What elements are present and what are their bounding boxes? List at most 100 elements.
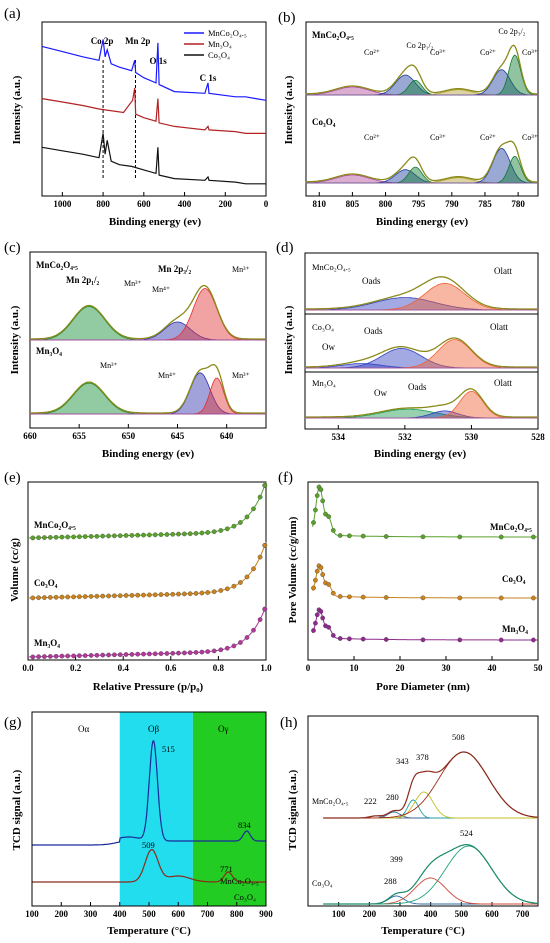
- psd-point: [457, 534, 463, 540]
- fit-peak: [305, 282, 538, 311]
- psd-point: [420, 595, 426, 601]
- region-label: Oβ: [148, 724, 159, 734]
- envelope-line: [305, 337, 538, 368]
- isotherm-point: [123, 652, 129, 657]
- psd-point: [337, 636, 343, 641]
- isotherm-point: [59, 594, 65, 600]
- x-tick-label: 650: [122, 431, 136, 441]
- envelope-line: [30, 284, 266, 340]
- isotherm-point: [88, 534, 94, 539]
- x-tick-label: 200: [219, 199, 233, 209]
- psd-point: [347, 636, 352, 642]
- isotherm-point: [158, 532, 164, 537]
- envelope-line: [323, 843, 539, 905]
- annotation-c1s: C 1s: [200, 73, 217, 83]
- x-tick-label: 400: [424, 909, 438, 919]
- psd-point: [498, 595, 504, 601]
- psd-point: [314, 568, 320, 574]
- x-tick-label: 1000: [53, 199, 72, 209]
- isotherm-point: [158, 651, 164, 656]
- x-tick-label: 20: [396, 663, 406, 673]
- isotherm-point: [100, 533, 106, 539]
- peak-annotation: Oads: [408, 382, 427, 392]
- legend-entry: Mn₃O₄: [208, 39, 232, 49]
- region-label: Oγ: [218, 724, 228, 734]
- peak-annotation: Mn 2p₃/₂: [158, 264, 191, 274]
- psd-point: [337, 533, 343, 538]
- peak-annotation: 524: [460, 828, 474, 838]
- plot-area: 100 200 300 400 500 600 700 MnCo₂O₄.₅ Co₃O₄ 508 34…: [312, 732, 539, 919]
- isotherm-point: [251, 506, 256, 512]
- x-tick-label: 0: [264, 199, 269, 209]
- x-tick-label: 600: [172, 909, 186, 919]
- isotherm-point: [71, 534, 76, 540]
- x-tick-label: 10: [350, 663, 360, 673]
- psd-point: [326, 514, 332, 519]
- series-label: Co₃O₄: [234, 892, 256, 902]
- psd-point: [330, 528, 336, 533]
- isotherm-point: [112, 652, 117, 658]
- isotherm-point: [53, 653, 59, 659]
- isotherm-point: [65, 534, 71, 540]
- x-tick-label: 0.4: [118, 663, 130, 673]
- psd-point: [320, 615, 326, 621]
- isotherm-point: [100, 593, 106, 599]
- panel-label: (b): [278, 10, 296, 26]
- isotherm-point: [262, 606, 268, 612]
- region-band: [119, 712, 193, 906]
- isotherm-point: [123, 533, 129, 538]
- peak-annotation: 834: [238, 820, 252, 830]
- x-tick-label: 40: [488, 663, 498, 673]
- x-tick-label: 534: [332, 432, 346, 442]
- peak-annotation: Olatt: [494, 378, 512, 388]
- psd-point: [311, 520, 316, 525]
- isotherm-point: [123, 593, 129, 598]
- psd-point: [383, 595, 389, 600]
- psd-point: [313, 507, 318, 513]
- isotherm-point: [182, 591, 187, 597]
- isotherm-point: [129, 593, 135, 598]
- x-tick-label: 700: [516, 909, 530, 919]
- x-tick-label: 200: [363, 909, 377, 919]
- isotherm-point: [42, 595, 47, 600]
- x-tick-label: 900: [259, 909, 273, 919]
- isotherm-point: [36, 654, 41, 660]
- plot-area: 1000 800 600 400 200 0 Co 2p Mn 2p O 1s C 1s MnCo₂…: [41, 28, 269, 209]
- panel-label: (e): [4, 470, 21, 486]
- psd-point: [457, 637, 463, 643]
- envelope-line: [306, 44, 539, 95]
- psd-point: [318, 487, 324, 493]
- tpd-line: [32, 740, 266, 846]
- isotherm-point: [42, 535, 47, 540]
- x-axis-label: Temperature (°C): [381, 925, 465, 937]
- isotherm-point: [94, 533, 100, 539]
- panel-c: (c) 660 655 650 645 640 MnCo₂O₄.₅ Mn₃O₄ Mn 2p₁/…: [4, 240, 267, 460]
- isotherm-point: [65, 653, 71, 659]
- x-tick-label: 640: [220, 431, 234, 441]
- isotherm-point: [251, 627, 256, 633]
- isotherm-point: [147, 651, 152, 657]
- isotherm-point: [106, 593, 111, 599]
- isotherm-point: [112, 593, 117, 599]
- x-tick-label: 400: [113, 909, 127, 919]
- envelope-line: [304, 276, 538, 310]
- plot-area: 810 805 800 795 790 785 780 MnCo₂O₄.₅ Co₃O₄ Co²⁺ C…: [305, 27, 539, 209]
- isotherm-point: [238, 640, 243, 645]
- isotherm-point: [205, 649, 211, 654]
- panel-e: (e) 0.0 0.2 0.4 0.6 0.8 1.0 MnCo₂O₄.₅ Co₃O₄ Mn₃O…: [4, 470, 272, 693]
- peak-annotation: Co³⁺: [430, 133, 446, 142]
- x-tick-label: 30: [442, 663, 452, 673]
- x-axis-label: Pore Diameter (nm): [376, 681, 470, 693]
- peak-annotation: Mn³⁺: [232, 371, 250, 380]
- x-axis-label: Relative Pressure (p/p₀): [93, 681, 204, 693]
- sample-label: Co₃O₄: [312, 117, 336, 127]
- x-tick-label: 645: [171, 431, 185, 441]
- annotation-mn2p: Mn 2p: [125, 36, 150, 46]
- psd-point: [330, 633, 336, 638]
- x-tick-label: 0.6: [165, 663, 177, 673]
- isotherm-point: [164, 651, 170, 656]
- isotherm-point: [117, 593, 123, 599]
- isotherm-point: [71, 594, 76, 600]
- isotherm-point: [53, 534, 59, 540]
- x-tick-label: 795: [412, 199, 426, 209]
